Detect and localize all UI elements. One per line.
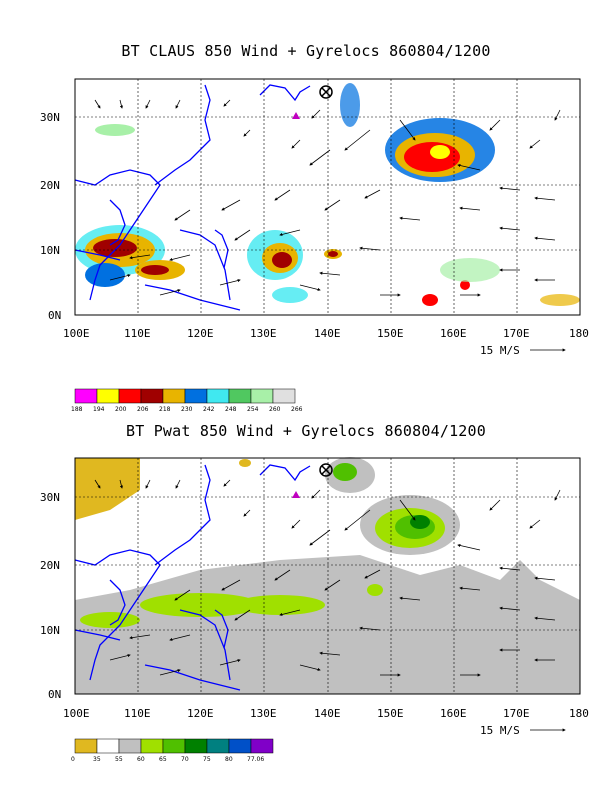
colorbar-label: 60 [137,756,145,763]
panel1-y-tick: 10N [40,244,60,257]
colorbar-label: 65 [159,756,167,763]
panel2-colorbar: 0 35 55 60 65 70 75 80 77.06 [71,738,274,763]
panel2-wind-vectors [94,479,561,677]
panel2-x-tick: 150E [377,707,404,720]
colorbar-swatch [118,388,142,404]
wind-scale-label: 15 M/S [480,344,520,357]
panel2-grid [75,458,580,694]
panel1-grid [75,79,580,315]
panel2-x-tick: 130E [250,707,277,720]
colorbar-swatch [250,388,274,404]
colorbar-swatch [140,388,164,404]
panel2-x-tick: 170E [503,707,530,720]
colorbar-label: 194 [93,406,105,413]
panel2-y-tick: 0N [48,688,61,701]
panel2-x-tick: 120E [187,707,214,720]
panel1-x-tick: 110E [124,327,151,340]
panel2-y-tick: 10N [40,624,60,637]
colorbar-label: 0 [71,756,75,763]
panel2-x-tick: 100E [63,707,90,720]
colorbar-swatch [228,388,252,404]
panel1-x-tick: 130E [250,327,277,340]
colorbar-swatch [96,738,120,754]
panel1-x-tick: 150E [377,327,404,340]
panel2-y-tick: 30N [40,491,60,504]
colorbar-swatch [118,738,142,754]
colorbar-label: 248 [225,406,237,413]
panel2-x-tick: 160E [440,707,467,720]
panel1-y-tick: 0N [48,309,61,322]
colorbar-label: 230 [181,406,193,413]
colorbar-label: 266 [291,406,303,413]
panel1-colorbar: 188 194 200 206 218 230 242 248 254 260 266 [71,388,303,413]
panel1-x-tick: 170E [503,327,530,340]
panel1-x-tick: 160E [440,327,467,340]
colorbar-label: 254 [247,406,259,413]
colorbar-label: 218 [159,406,171,413]
panel1-map [74,78,581,316]
panel1-y-tick: 30N [40,111,60,124]
panel1-wind-scale: 15 M/S [480,344,566,357]
panel2-x-tick: 140E [314,707,341,720]
colorbar-label: 77.06 [247,756,264,763]
panel1-x-tick: 180 [569,327,589,340]
panel1-axis-labels: 30N 20N 10N 0N 100E 110E 120E 130E 140E … [40,111,589,340]
colorbar-swatch [74,738,98,754]
colorbar-swatch [272,388,296,404]
colorbar-swatch [140,738,164,754]
colorbar-label: 200 [115,406,127,413]
colorbar-swatch [162,738,186,754]
panel1-gyre-marker [319,85,333,99]
colorbar-swatch [206,388,230,404]
colorbar-swatch [96,388,120,404]
panel2-y-tick: 20N [40,559,60,572]
panel1-x-tick: 140E [314,327,341,340]
panel1-x-tick: 120E [187,327,214,340]
colorbar-label: 188 [71,406,83,413]
panel2-triangle-marker [292,491,300,498]
colorbar-label: 242 [203,406,215,413]
panel2-title: BT Pwat 850 Wind + Gyrelocs 860804/1200 [126,422,486,440]
colorbar-swatch [228,738,252,754]
colorbar-label: 80 [225,756,233,763]
panel1-x-tick: 100E [63,327,90,340]
panel2-gyre-marker [319,463,333,477]
colorbar-swatch [74,388,98,404]
panel2-x-tick: 110E [124,707,151,720]
colorbar-label: 75 [203,756,211,763]
colorbar-label: 70 [181,756,189,763]
colorbar-swatch [162,388,186,404]
colorbar-swatch [184,738,208,754]
colorbar-label: 206 [137,406,149,413]
panel2-x-tick: 180 [569,707,589,720]
colorbar-label: 260 [269,406,281,413]
wind-scale-label: 15 M/S [480,724,520,737]
panel1-triangle-marker [292,112,300,119]
panel2-axis-labels: 30N 20N 10N 0N 100E 110E 120E 130E 140E … [40,491,589,720]
panel1-coastlines [74,84,311,311]
colorbar-swatch [206,738,230,754]
colorbar-swatch [250,738,274,754]
colorbar-label: 55 [115,756,123,763]
panel2-wind-scale: 15 M/S [480,724,566,737]
colorbar-swatch [184,388,208,404]
panel1-title: BT CLAUS 850 Wind + Gyrelocs 860804/1200 [121,42,491,60]
panel1-wind-vectors [94,99,561,297]
panel2-map [74,457,581,695]
colorbar-label: 35 [93,756,101,763]
panel2-coastlines [74,464,311,691]
panel1-y-tick: 20N [40,179,60,192]
